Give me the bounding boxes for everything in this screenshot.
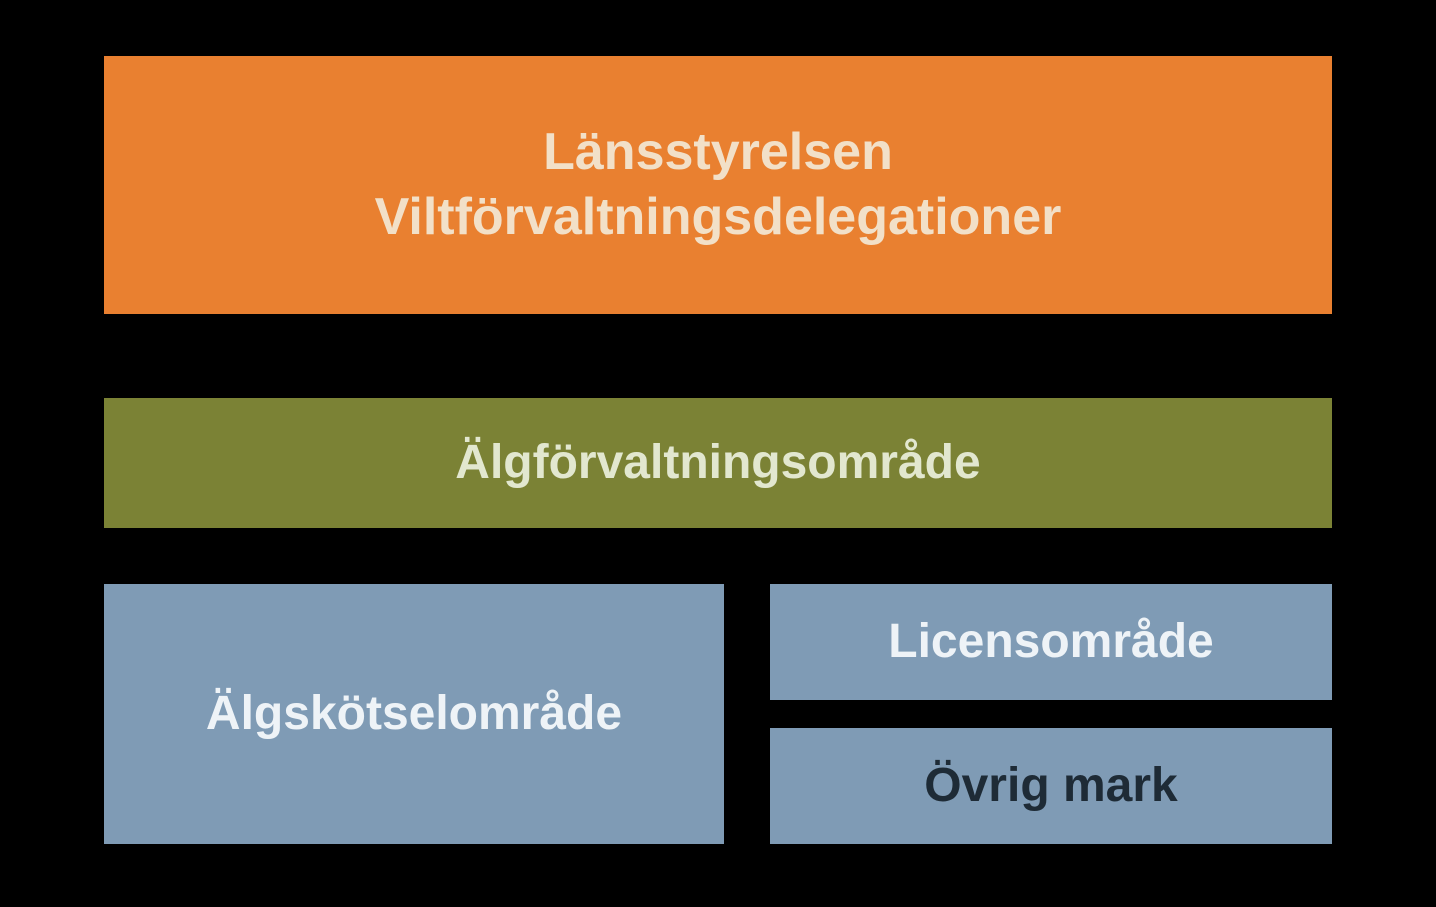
box-right-bottom: Övrig mark [770, 728, 1332, 844]
box-top-line-2: Viltförvaltningsdelegationer [375, 185, 1062, 250]
box-top-line-1: Länsstyrelsen [543, 120, 893, 185]
box-middle-line-1: Älgförvaltningsområde [455, 433, 980, 493]
box-right-top-line-1: Licensområde [888, 612, 1213, 672]
box-right-bottom-line-1: Övrig mark [924, 756, 1177, 816]
box-top: Länsstyrelsen Viltförvaltningsdelegation… [104, 56, 1332, 314]
box-left: Älgskötselområde [104, 584, 724, 844]
box-right-top: Licensområde [770, 584, 1332, 700]
diagram-canvas: Länsstyrelsen Viltförvaltningsdelegation… [0, 0, 1436, 907]
box-left-line-1: Älgskötselområde [206, 684, 622, 744]
box-middle: Älgförvaltningsområde [104, 398, 1332, 528]
